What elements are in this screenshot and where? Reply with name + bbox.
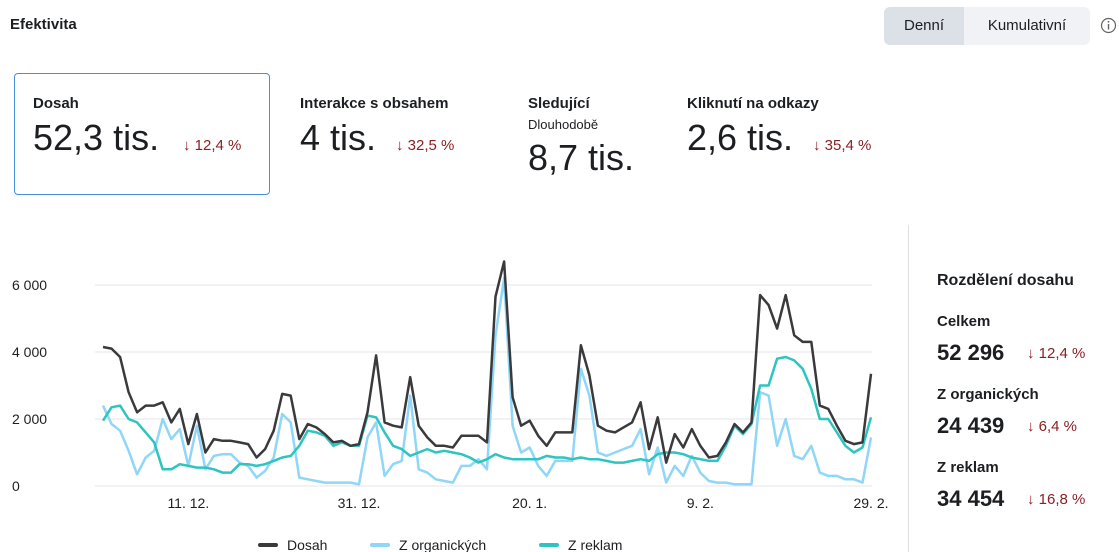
x-tick-label: 31. 12. [338, 495, 381, 511]
card-change: ↓ 32,5 % [396, 137, 455, 154]
y-tick-label: 2 000 [12, 411, 47, 427]
x-tick-label: 11. 12. [167, 495, 209, 511]
card-value: 4 tis. [300, 117, 377, 158]
card-value: 52,3 tis. [33, 117, 160, 158]
series-line [102, 260, 873, 464]
tab-daily[interactable]: Denní [884, 7, 964, 45]
card-title: Dosah [33, 95, 79, 112]
legend-label: Z organických [399, 537, 486, 552]
selected-card[interactable] [14, 73, 270, 195]
y-tick-label: 4 000 [12, 344, 47, 360]
x-tick-label: 9. 2. [687, 495, 714, 511]
x-tick-label: 20. 1. [512, 495, 547, 511]
breakdown-change: ↓ 12,4 % [1027, 345, 1086, 362]
y-tick-label: 0 [12, 478, 20, 494]
legend-label: Dosah [287, 537, 327, 552]
card-change: ↓ 12,4 % [183, 137, 242, 154]
breakdown-label: Z reklam [937, 459, 999, 476]
breakdown-label: Z organických [937, 386, 1039, 403]
card-title: Sledující [528, 95, 590, 112]
section-title: Efektivita [10, 16, 77, 33]
card-value: 2,6 tis. [687, 117, 794, 158]
breakdown-title: Rozdělení dosahu [937, 272, 1074, 289]
tab-cumulative[interactable]: Kumulativní [964, 7, 1090, 45]
x-tick-label: 29. 2. [853, 495, 888, 511]
series-line [101, 355, 873, 474]
card-title: Kliknutí na odkazy [687, 95, 819, 112]
breakdown-label: Celkem [937, 313, 991, 330]
breakdown-change: ↓ 16,8 % [1027, 491, 1086, 508]
series-line [101, 277, 873, 486]
card-subtitle: Dlouhodobě [528, 117, 599, 132]
card-value: 8,7 tis. [528, 137, 635, 178]
breakdown-value: 34 454 [937, 486, 1005, 511]
card-title: Interakce s obsahem [300, 95, 449, 112]
breakdown-value: 52 296 [937, 340, 1005, 365]
card-change: ↓ 35,4 % [813, 137, 872, 154]
breakdown-value: 24 439 [937, 413, 1005, 438]
divider [908, 225, 909, 552]
breakdown-change: ↓ 6,4 % [1027, 418, 1078, 435]
legend-label: Z reklam [568, 537, 622, 552]
info-icon[interactable] [1100, 17, 1117, 34]
y-tick-label: 6 000 [12, 277, 47, 293]
